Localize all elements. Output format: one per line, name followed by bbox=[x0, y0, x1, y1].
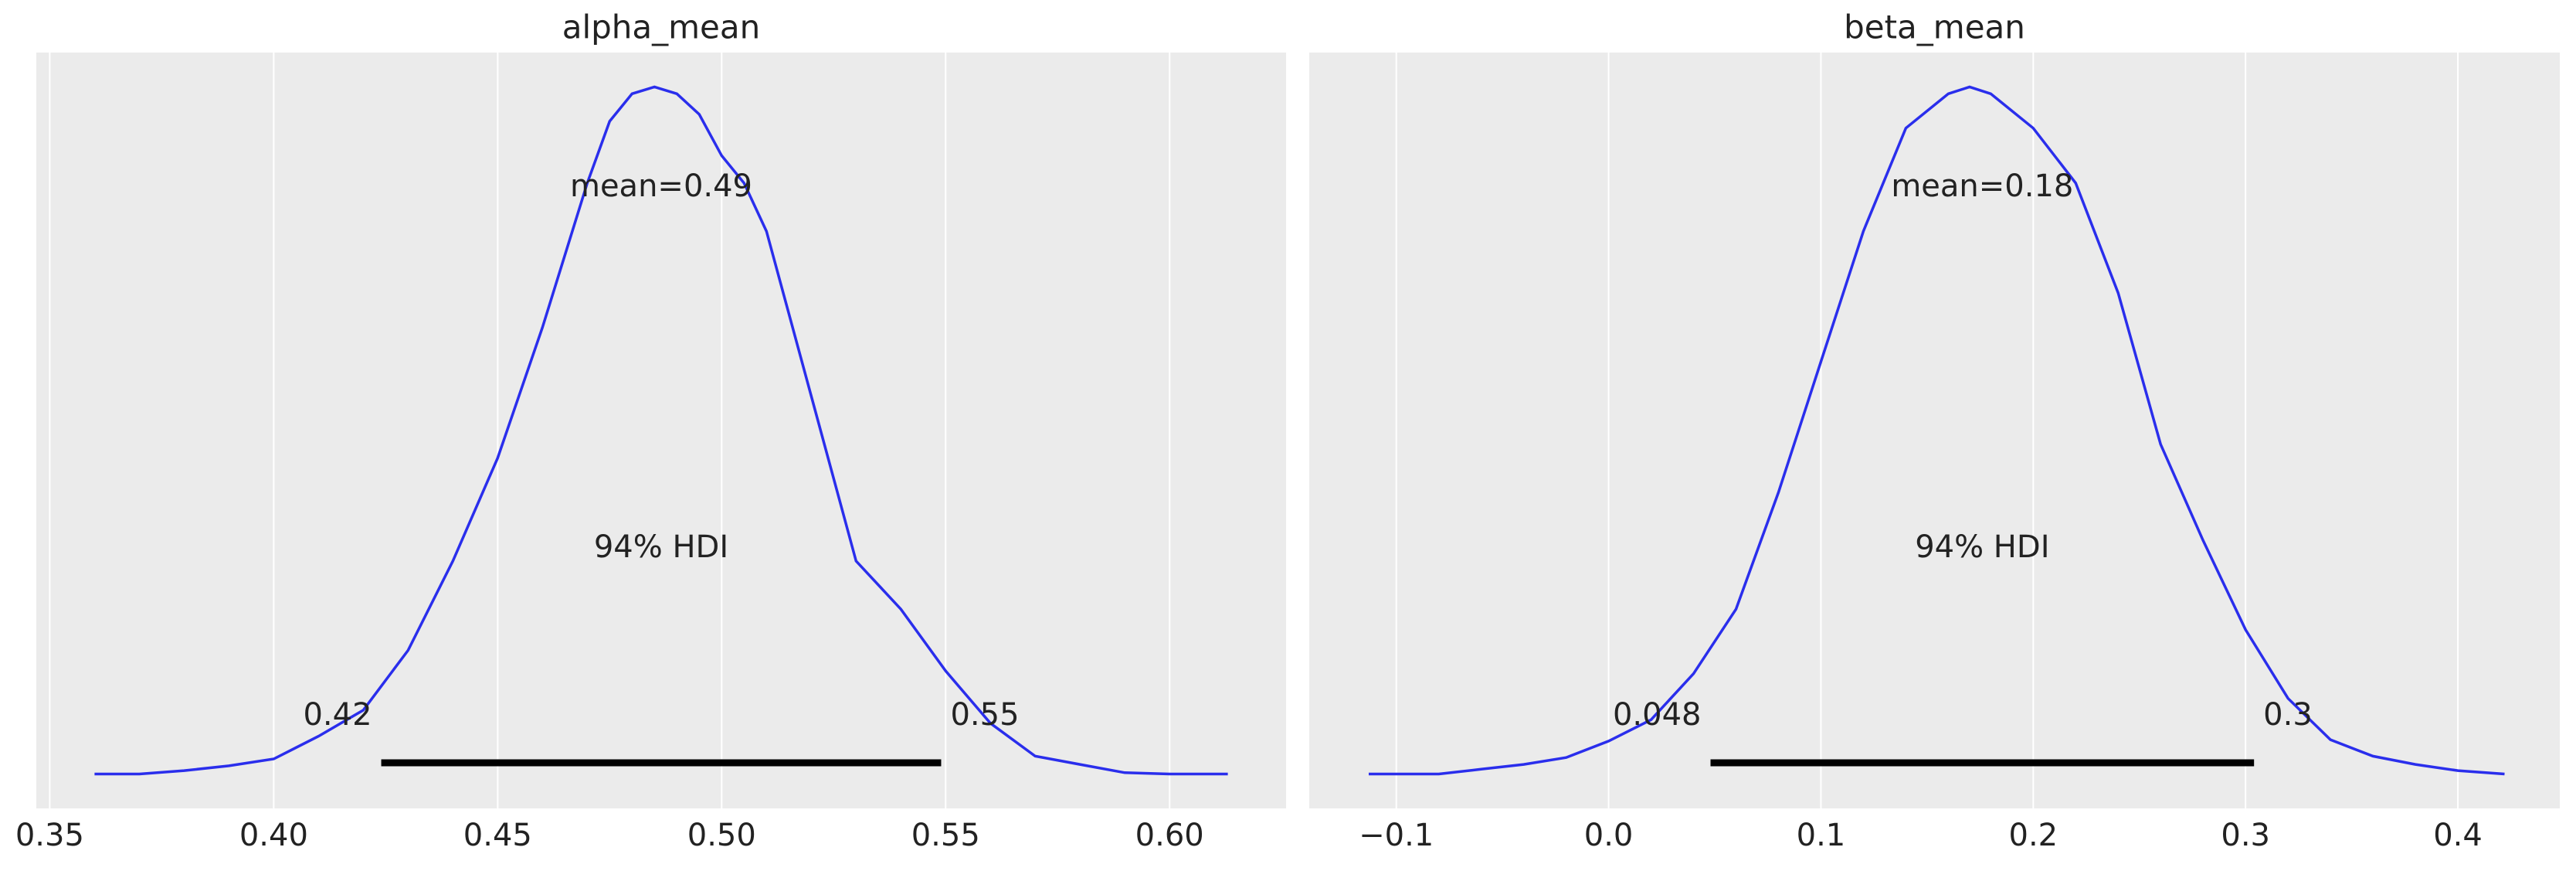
x-tick-label: 0.60 bbox=[1135, 818, 1204, 853]
x-tick-label: 0.55 bbox=[911, 818, 980, 853]
hdi-high-label: 0.55 bbox=[950, 697, 1019, 733]
hdi-high-label: 0.3 bbox=[2263, 697, 2313, 733]
x-tick-label: 0.35 bbox=[15, 818, 84, 853]
density-curve bbox=[1369, 85, 2505, 776]
density-curve bbox=[94, 85, 1228, 776]
hdi-low-label: 0.048 bbox=[1613, 697, 1702, 733]
chart-title: beta_mean bbox=[1844, 9, 2025, 46]
x-tick-label: 0.4 bbox=[2433, 818, 2483, 853]
hdi-low-label: 0.42 bbox=[303, 697, 372, 733]
x-tick-label: −0.1 bbox=[1359, 818, 1434, 853]
chart-title: alpha_mean bbox=[562, 9, 761, 46]
x-tick-label: 0.0 bbox=[1584, 818, 1634, 853]
hdi-label: 94% HDI bbox=[1915, 529, 2049, 565]
x-tick-label: 0.45 bbox=[463, 818, 532, 853]
x-tick-label: 0.50 bbox=[687, 818, 756, 853]
x-tick-label: 0.1 bbox=[1797, 818, 1846, 853]
mean-label: mean=0.18 bbox=[1891, 168, 2073, 204]
plot-area bbox=[1309, 53, 2560, 808]
x-tick-label: 0.2 bbox=[2009, 818, 2058, 853]
hdi-label: 94% HDI bbox=[594, 529, 728, 565]
x-tick-label: 0.3 bbox=[2221, 818, 2270, 853]
x-tick-label: 0.40 bbox=[239, 818, 308, 853]
mean-label: mean=0.49 bbox=[570, 168, 752, 204]
plot-area bbox=[36, 53, 1286, 808]
